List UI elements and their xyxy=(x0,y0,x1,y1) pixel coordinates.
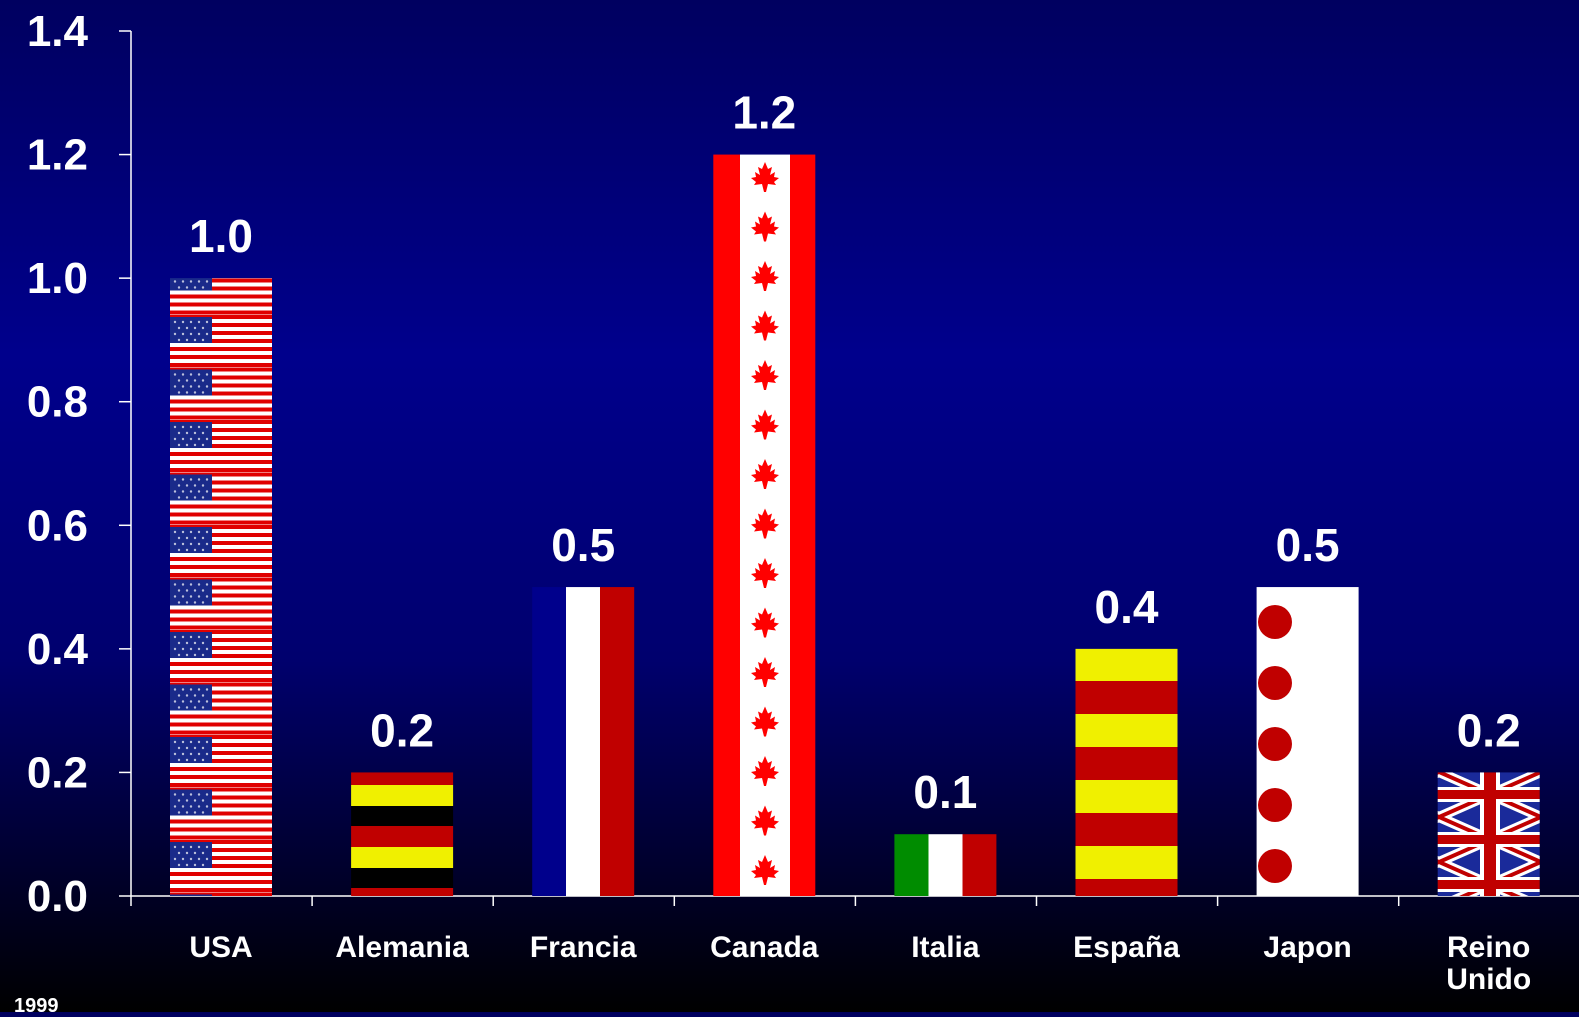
value-label-reino-unido: 0.2 xyxy=(1457,704,1521,756)
footnote: 1999 xyxy=(14,995,59,1017)
value-label-canada: 1.2 xyxy=(732,87,796,139)
category-label-españa: España xyxy=(1073,931,1180,964)
y-tick-label: 0.4 xyxy=(27,625,89,674)
value-label-españa: 0.4 xyxy=(1095,581,1159,633)
category-label-alemania: Alemania xyxy=(335,931,469,964)
value-label-japon: 0.5 xyxy=(1276,519,1340,571)
value-label-italia: 0.1 xyxy=(913,766,977,818)
axes xyxy=(130,31,1579,897)
value-label-francia: 0.5 xyxy=(551,519,615,571)
bars xyxy=(170,154,1540,897)
y-tick-label: 1.2 xyxy=(27,131,88,180)
bar-italia xyxy=(894,834,997,896)
y-tick-label: 1.0 xyxy=(27,254,88,303)
value-label-alemania: 0.2 xyxy=(370,704,434,756)
y-tick-label: 0.8 xyxy=(27,378,88,427)
category-label-reino-unido: Reino Unido xyxy=(1446,931,1531,996)
y-tick-label: 0.0 xyxy=(27,872,88,921)
bar-reino-unido xyxy=(1437,772,1540,896)
value-label-usa: 1.0 xyxy=(189,210,253,262)
category-label-usa: USA xyxy=(189,931,252,964)
bar-usa xyxy=(170,278,272,897)
category-label-francia: Francia xyxy=(530,931,637,964)
bar-francia xyxy=(532,587,635,896)
bar-alemania xyxy=(351,772,454,896)
category-label-japon: Japon xyxy=(1263,931,1351,964)
y-tick-label: 0.2 xyxy=(27,748,88,797)
y-ticks: 0.0 0.2 0.4 0.6 0.8 1.0 1.2 1.4 xyxy=(27,7,131,921)
bar-españa xyxy=(1075,648,1178,896)
bar-canada xyxy=(713,154,816,897)
category-label-canada: Canada xyxy=(710,931,819,964)
value-labels: 1.0 0.2 0.5 1.2 0.1 0.4 0.5 0.2 xyxy=(189,87,1521,819)
x-ticks xyxy=(130,896,1400,906)
y-tick-label: 1.4 xyxy=(27,7,89,56)
category-label-italia: Italia xyxy=(911,931,980,964)
bar-japon xyxy=(1256,587,1359,896)
category-labels: USA Alemania Francia Canada Italia España Japo… xyxy=(189,931,1531,996)
y-tick-label: 0.6 xyxy=(27,501,88,550)
